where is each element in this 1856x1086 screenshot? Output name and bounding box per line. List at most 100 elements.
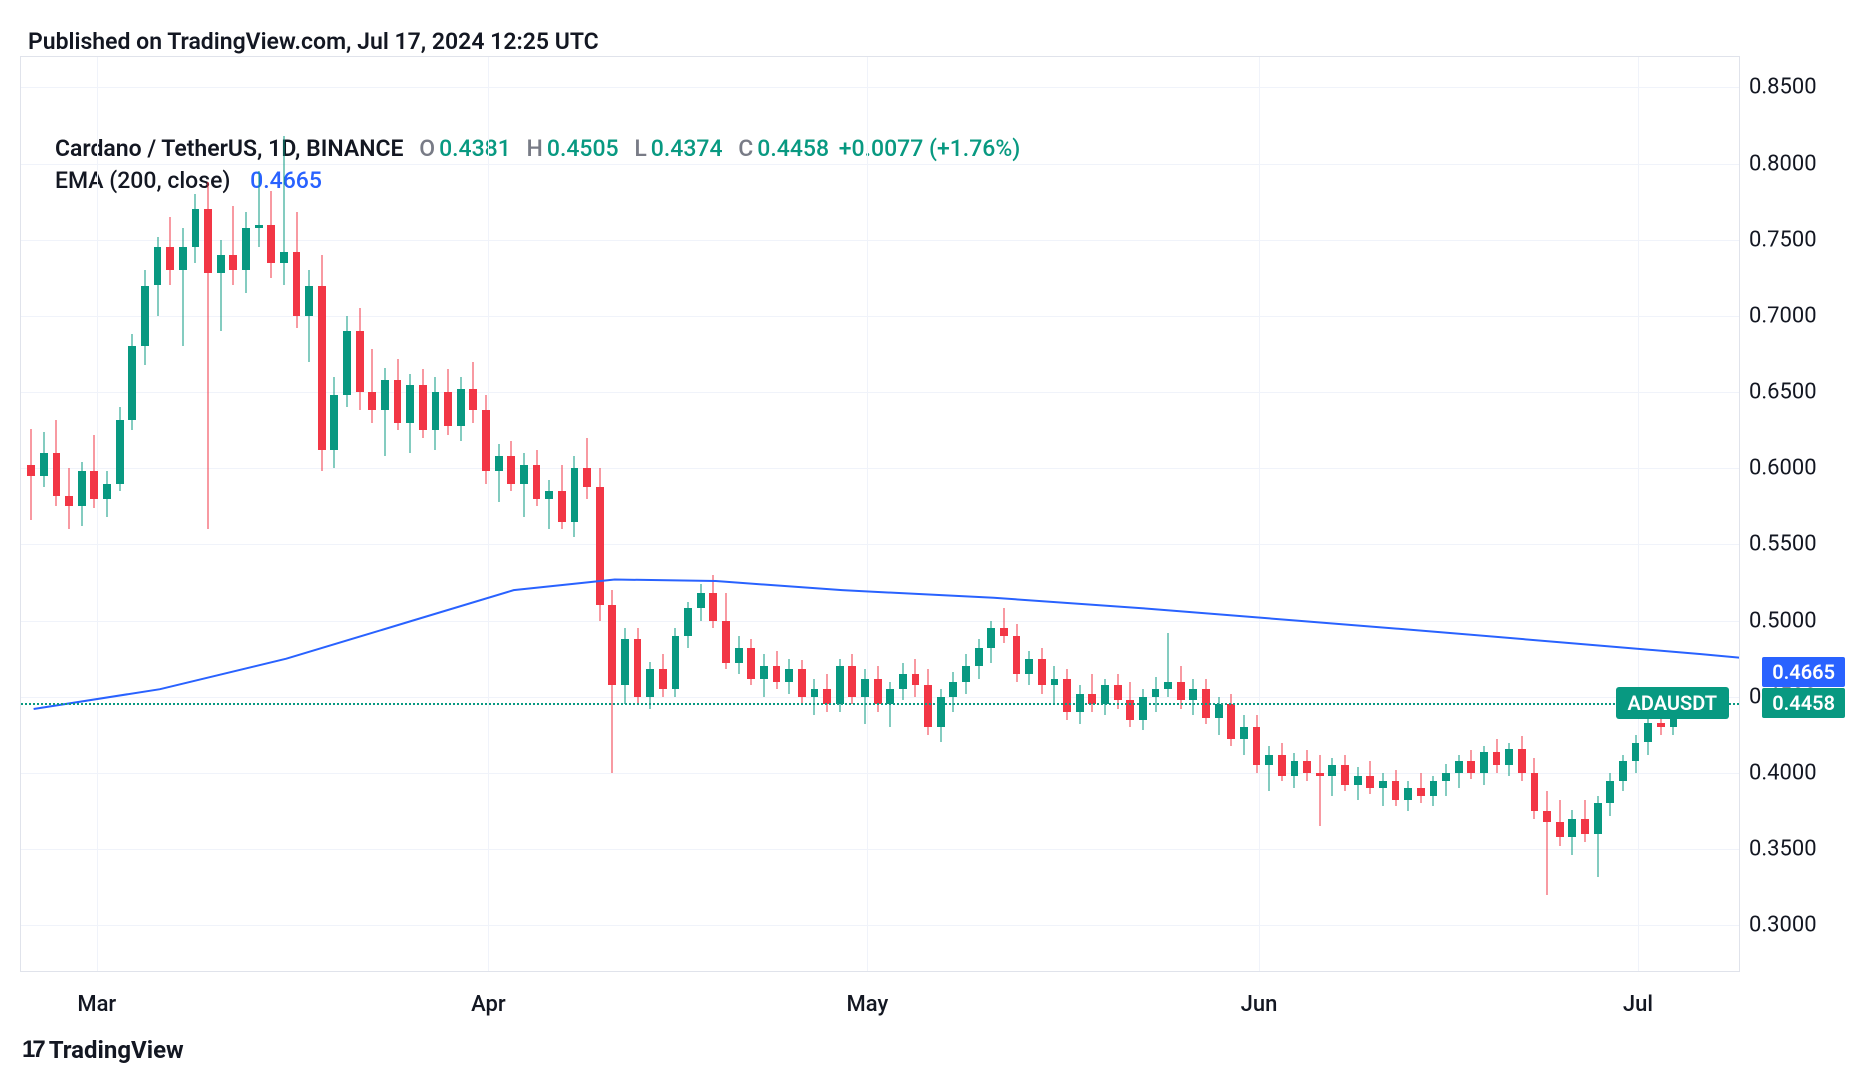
logo-text: TradingView xyxy=(49,1036,184,1064)
candle xyxy=(65,57,73,971)
candle xyxy=(1442,57,1450,971)
candle xyxy=(356,57,364,971)
candle xyxy=(1493,57,1501,971)
candle xyxy=(507,57,515,971)
candle xyxy=(684,57,692,971)
y-axis-label: 0.3500 xyxy=(1749,837,1839,862)
candle xyxy=(798,57,806,971)
candle xyxy=(1328,57,1336,971)
candle xyxy=(1581,57,1589,971)
candle xyxy=(1291,57,1299,971)
y-axis-label: 0.8000 xyxy=(1749,151,1839,176)
candle xyxy=(1051,57,1059,971)
candle xyxy=(40,57,48,971)
candle xyxy=(1152,57,1160,971)
candle xyxy=(1114,57,1122,971)
candle xyxy=(1556,57,1564,971)
candle xyxy=(886,57,894,971)
candle xyxy=(1265,57,1273,971)
y-axis-label: 0.8500 xyxy=(1749,75,1839,100)
candle xyxy=(116,57,124,971)
candle xyxy=(1379,57,1387,971)
candle xyxy=(482,57,490,971)
candle xyxy=(1177,57,1185,971)
candle xyxy=(558,57,566,971)
candle xyxy=(1202,57,1210,971)
candle xyxy=(1063,57,1071,971)
candle xyxy=(229,57,237,971)
candle xyxy=(1480,57,1488,971)
candle xyxy=(318,57,326,971)
candle xyxy=(1164,57,1172,971)
x-axis-label: Apr xyxy=(471,992,506,1017)
candle xyxy=(1543,57,1551,971)
candle xyxy=(1644,57,1652,971)
candle xyxy=(1316,57,1324,971)
candle xyxy=(785,57,793,971)
candle xyxy=(1354,57,1362,971)
candle xyxy=(709,57,717,971)
candle xyxy=(1215,57,1223,971)
candle xyxy=(1240,57,1248,971)
candle xyxy=(53,57,61,971)
candle xyxy=(1505,57,1513,971)
candle xyxy=(1038,57,1046,971)
candle xyxy=(672,57,680,971)
candle xyxy=(280,57,288,971)
candle xyxy=(520,57,528,971)
candle xyxy=(495,57,503,971)
x-axis-label: May xyxy=(847,992,889,1017)
candle xyxy=(735,57,743,971)
x-axis-label: Jun xyxy=(1241,992,1278,1017)
y-axis-label: 0.5000 xyxy=(1749,608,1839,633)
candle xyxy=(1000,57,1008,971)
candle xyxy=(1455,57,1463,971)
candle xyxy=(912,57,920,971)
candle xyxy=(457,57,465,971)
candle xyxy=(1518,57,1526,971)
candle xyxy=(1278,57,1286,971)
candle xyxy=(583,57,591,971)
x-axis-label: Jul xyxy=(1623,992,1653,1017)
candle xyxy=(747,57,755,971)
candle xyxy=(722,57,730,971)
candle xyxy=(1076,57,1084,971)
candle xyxy=(861,57,869,971)
candle xyxy=(242,57,250,971)
candle xyxy=(545,57,553,971)
candle xyxy=(154,57,162,971)
close-price-flag: 0.4458 xyxy=(1762,688,1845,718)
candle xyxy=(1189,57,1197,971)
candle xyxy=(255,57,263,971)
candle xyxy=(444,57,452,971)
candle xyxy=(27,57,35,971)
candle xyxy=(1101,57,1109,971)
close-price-line xyxy=(21,703,1739,705)
candle xyxy=(608,57,616,971)
candle xyxy=(1657,57,1665,971)
candle xyxy=(217,57,225,971)
candle xyxy=(975,57,983,971)
candle xyxy=(1682,57,1690,971)
candle xyxy=(305,57,313,971)
candle xyxy=(343,57,351,971)
candle xyxy=(90,57,98,971)
candle xyxy=(1404,57,1412,971)
candle xyxy=(697,57,705,971)
candle xyxy=(1619,57,1627,971)
candle xyxy=(533,57,541,971)
candle xyxy=(1632,57,1640,971)
candle xyxy=(381,57,389,971)
candle xyxy=(78,57,86,971)
candle xyxy=(596,57,604,971)
candle xyxy=(1594,57,1602,971)
candle xyxy=(469,57,477,971)
logo-icon: 17 xyxy=(22,1036,43,1064)
candle xyxy=(1126,57,1134,971)
price-chart[interactable]: Cardano / TetherUS, 1D, BINANCE O0.4381 … xyxy=(20,56,1740,972)
y-axis-label: 0.4000 xyxy=(1749,760,1839,785)
candle xyxy=(874,57,882,971)
y-axis-label: 0.3000 xyxy=(1749,913,1839,938)
candle xyxy=(659,57,667,971)
candle xyxy=(1467,57,1475,971)
